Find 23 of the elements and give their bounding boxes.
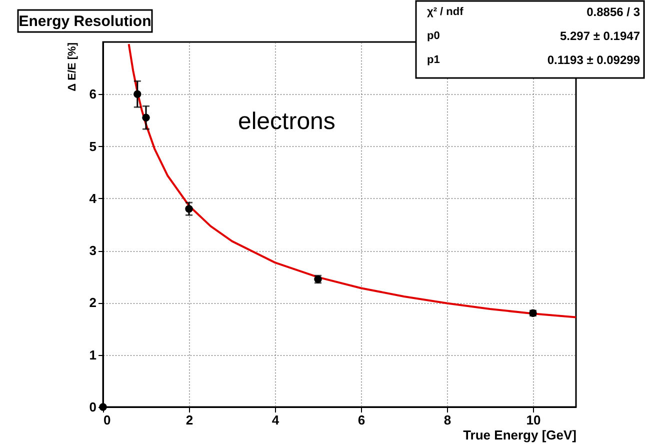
chart-title: Energy Resolution <box>18 13 152 30</box>
y-tick-label: 0 <box>89 400 96 414</box>
text: χ² / ndf <box>427 6 464 18</box>
x-tick-label: 2 <box>186 412 194 428</box>
annotation: 0.1193 ± 0.09299 <box>547 53 640 67</box>
x-tick-label: 6 <box>358 412 366 428</box>
y-tick-label: 1 <box>89 347 96 362</box>
y-tick-label: 2 <box>89 295 96 310</box>
y-axis-title: Δ E/E [%] <box>66 42 78 92</box>
x-tick-label: 8 <box>444 412 452 428</box>
text: p0 <box>427 30 440 42</box>
annotation: 5.297 ± 0.1947 <box>560 29 640 43</box>
x-tick-label: 0 <box>104 412 111 428</box>
y-tick-label: 6 <box>89 86 96 102</box>
x-axis-title: True Energy [GeV] <box>463 428 576 442</box>
annotation: p1 <box>427 54 440 66</box>
x-tick-label: 4 <box>272 412 280 428</box>
x-tick-label: 10 <box>526 412 541 428</box>
y-tick-label: 4 <box>89 190 98 206</box>
y-tick-label: 5 <box>89 138 96 154</box>
y-tick-label: 3 <box>89 243 96 258</box>
text: 0.8856 / 3 <box>586 5 640 19</box>
annotation: electrons <box>238 108 336 135</box>
